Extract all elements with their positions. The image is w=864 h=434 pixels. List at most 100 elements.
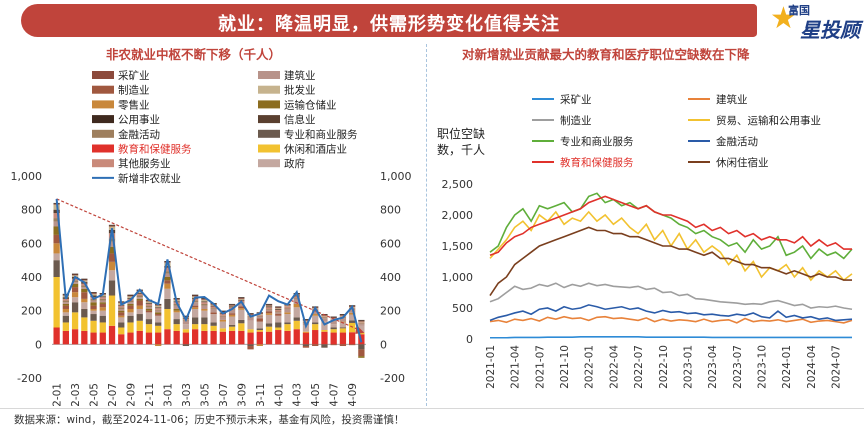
- bar-segment: [81, 330, 88, 345]
- series-line: [489, 192, 853, 260]
- bar-segment: [155, 308, 162, 310]
- bar-segment: [81, 288, 88, 293]
- bar-segment: [339, 318, 347, 322]
- x-tick-label: 2022-09: [126, 383, 138, 406]
- bar-segment: [284, 324, 291, 331]
- bar-segment: [219, 315, 226, 317]
- bar-segment: [173, 330, 180, 345]
- bar-segment: [210, 322, 217, 326]
- bar-segment: [238, 319, 245, 324]
- bar-segment: [62, 330, 69, 345]
- x-tick-label: 2021-10: [559, 345, 571, 389]
- bar-segment: [127, 312, 134, 316]
- bar-segment: [358, 325, 365, 333]
- bar-segment: [81, 302, 88, 309]
- x-tick-label: 2023-10: [757, 345, 769, 389]
- bar-segment: [302, 332, 310, 345]
- y-tick-label-right: 0: [380, 338, 387, 351]
- bar-segment: [349, 314, 356, 321]
- bar-segment: [201, 308, 208, 311]
- bar-segment: [136, 320, 143, 331]
- bar-segment: [284, 308, 291, 313]
- bar-segment: [210, 306, 217, 309]
- bar-segment: [293, 296, 300, 299]
- bar-segment: [293, 298, 300, 304]
- y-tick-label-right: 800: [380, 204, 401, 217]
- bar-segment: [81, 279, 88, 281]
- bar-segment: [330, 327, 337, 330]
- star-icon: ★: [770, 1, 797, 36]
- bar-segment: [247, 344, 254, 347]
- x-tick-label: 2023-04: [707, 345, 719, 389]
- x-tick-label: 2022-07: [107, 383, 119, 406]
- bar-segment: [108, 241, 116, 247]
- bar-segment: [53, 260, 60, 277]
- legend-label: 休闲和酒店业: [284, 143, 347, 156]
- bar-segment: [201, 299, 208, 302]
- bar-segment: [312, 330, 319, 345]
- bar-segment: [247, 317, 254, 321]
- bar-segment: [247, 332, 254, 345]
- bar-segment: [62, 312, 69, 316]
- bar-segment: [155, 314, 162, 316]
- y-tick-label-left: -200: [17, 372, 42, 385]
- bar-segment: [358, 319, 365, 321]
- bar-segment: [238, 330, 245, 345]
- bar-segment: [219, 316, 226, 320]
- bar-segment: [164, 277, 171, 281]
- bar-segment: [62, 305, 69, 309]
- bar-segment: [155, 315, 162, 323]
- bar-segment: [219, 314, 226, 316]
- bar-segment: [192, 294, 199, 296]
- x-tick-label: 2023-01: [162, 383, 174, 406]
- bar-segment: [339, 322, 347, 328]
- bar-segment: [71, 287, 79, 293]
- bar-segment: [228, 324, 236, 327]
- bar-segment: [127, 294, 134, 296]
- bar-segment: [349, 312, 356, 315]
- bar-segment: [192, 307, 199, 309]
- legend-label: 制造业: [118, 84, 150, 97]
- bar-segment: [247, 313, 254, 315]
- bar-segment: [90, 305, 97, 309]
- legend-label: 新增非农就业: [118, 172, 181, 185]
- x-tick-label: 2024-09: [347, 383, 359, 406]
- bar-segment: [62, 303, 69, 306]
- bar-segment: [108, 224, 116, 226]
- bar-segment: [81, 292, 88, 299]
- legend-swatch: [92, 100, 114, 109]
- bar-segment: [99, 300, 106, 303]
- bar-segment: [358, 320, 365, 322]
- bar-segment: [71, 329, 79, 345]
- bar-segment: [155, 310, 162, 313]
- trend-line: [56, 198, 362, 332]
- panel-divider: [426, 44, 427, 406]
- bar-segment: [219, 331, 226, 345]
- bar-segment: [53, 218, 60, 222]
- bar-segment: [265, 306, 273, 308]
- legend-label: 金融活动: [716, 135, 758, 148]
- bar-segment: [265, 304, 273, 306]
- x-tick-label: 2021-07: [534, 345, 546, 389]
- bar-segment: [136, 305, 143, 309]
- x-tick-label: 2022-04: [608, 345, 620, 389]
- right-chart-title: 对新增就业贡献最大的教育和医疗职位空缺数在下降: [462, 47, 750, 62]
- x-tick-label: 2024-04: [806, 345, 818, 389]
- legend-swatch: [92, 115, 114, 124]
- x-tick-label: 2024-07: [831, 345, 843, 389]
- bar-segment: [302, 346, 310, 348]
- bar-segment: [210, 308, 217, 313]
- bar-segment: [145, 303, 153, 306]
- bar-segment: [71, 292, 79, 298]
- bar-segment: [265, 314, 273, 324]
- left-chart-title: 非农就业中枢不断下移（千人）: [106, 47, 282, 62]
- y-tick-label-left: 400: [21, 271, 42, 284]
- bar-segment: [358, 332, 365, 335]
- y-tick-label-left: 200: [21, 305, 42, 318]
- bar-segment: [210, 308, 217, 309]
- bar-segment: [302, 344, 310, 347]
- bar-segment: [321, 331, 328, 345]
- bar-segment: [90, 302, 97, 306]
- bar-segment: [90, 308, 97, 311]
- bar-segment: [164, 273, 171, 277]
